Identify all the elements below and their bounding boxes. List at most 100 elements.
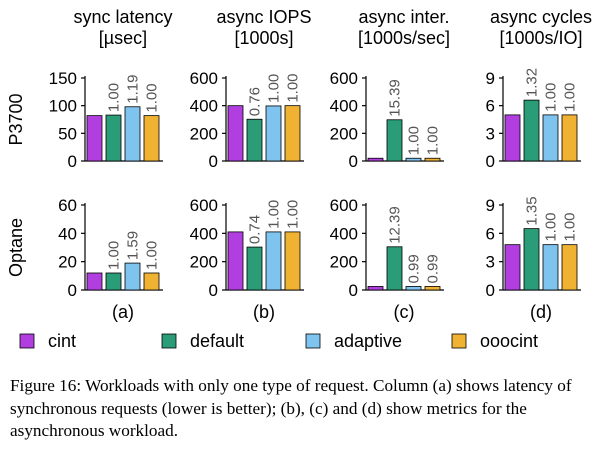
panel-p3700-2-bar-ooocint <box>284 105 301 162</box>
panel-p3700-1-bar-default <box>105 114 122 162</box>
panel-optane-4-bar-cint <box>504 244 521 291</box>
panel-p3700-4-bar-ooocint <box>561 114 578 162</box>
column-title-1-line-2: [µsec] <box>99 28 147 48</box>
panel-p3700-1-ytick-label-3: 150 <box>49 69 77 88</box>
legend-label-cint: cint <box>48 331 76 351</box>
panel-optane-3-bar-adaptive <box>405 286 422 291</box>
panel-p3700-3-bar-cint <box>367 157 384 162</box>
panel-p3700-1-bar-ooocint <box>143 115 160 162</box>
row-label-optane: Optane <box>6 218 26 277</box>
chart: sync latency[µsec] (a) async IOPS[1000s] (b… <box>6 7 592 351</box>
panel-optane-4-ytick-label-2: 6 <box>486 224 495 243</box>
panel-p3700-4-bar-default <box>523 99 540 162</box>
column-label-3: (c) <box>394 302 415 322</box>
column-title-3-line-2: [1000s/sec] <box>358 28 450 48</box>
panel-optane-4-data-label-default: 1.35 <box>524 196 541 225</box>
panel-optane-1-bar-adaptive <box>124 262 141 291</box>
panel-optane-1-ytick-label-1: 20 <box>58 253 77 272</box>
panel-p3700-3-ytick-label-1: 200 <box>330 124 358 143</box>
panel-p3700-1-data-label-adaptive: 1.19 <box>125 75 142 104</box>
panel-p3700-3-data-label-default: 15.39 <box>387 79 404 117</box>
column-title-3-line-1: async inter. <box>358 7 449 27</box>
panel-p3700-1-data-label-default: 1.00 <box>106 83 123 112</box>
panel-p3700-4-ytick-label-1: 3 <box>486 124 495 143</box>
panel-p3700-3-ytick-label-3: 600 <box>330 69 358 88</box>
legend-label-default: default <box>190 331 244 351</box>
legend-label-adaptive: adaptive <box>334 331 402 351</box>
panel-optane-2-bar-default <box>246 246 263 291</box>
panel-p3700-2-ytick-label-3: 600 <box>190 69 218 88</box>
panel-p3700-1-ytick-label-1: 50 <box>58 124 77 143</box>
panel-optane-3-data-label-default: 12.39 <box>387 206 404 244</box>
panel-p3700-3-bar-default <box>386 119 403 162</box>
panel-optane-3-bar-default <box>386 246 403 291</box>
panel-p3700-1-ytick-label-2: 100 <box>49 97 77 116</box>
panel-p3700-4-data-label-adaptive: 1.00 <box>543 83 560 112</box>
panel-p3700-1-bar-cint <box>86 115 103 162</box>
panel-optane-1-ytick-label-2: 40 <box>58 224 77 243</box>
legend-swatch-default <box>161 333 177 349</box>
panel-optane-1-data-label-adaptive: 1.59 <box>125 231 142 260</box>
panel-p3700-3-bar-adaptive <box>405 157 422 162</box>
panel-optane-3-ytick-label-2: 400 <box>330 224 358 243</box>
panel-optane-1-data-label-default: 1.00 <box>106 241 123 270</box>
panel-optane-2-data-label-ooocint: 1.00 <box>285 200 302 229</box>
panel-optane-4-ytick-label-3: 9 <box>486 196 495 215</box>
panel-optane-4-bar-adaptive <box>542 244 559 291</box>
panel-optane-2-bar-adaptive <box>265 231 282 291</box>
panel-optane-3-bar-ooocint <box>424 286 441 291</box>
panel-optane-1-bar-cint <box>86 272 103 291</box>
panel-p3700-3-data-label-ooocint: 1.00 <box>425 126 442 155</box>
panel-optane-2-data-label-default: 0.74 <box>247 215 264 244</box>
panel-p3700-4-data-label-ooocint: 1.00 <box>562 83 579 112</box>
panel-optane-2-bar-cint <box>227 231 244 291</box>
panel-optane-1-ytick-label-0: 0 <box>68 281 77 300</box>
panel-p3700-3-bar-ooocint <box>424 157 441 162</box>
panel-optane-4-data-label-ooocint: 1.00 <box>562 212 579 241</box>
panel-p3700-1-data-label-ooocint: 1.00 <box>144 83 161 112</box>
column-title-4-line-2: [1000s/IO] <box>499 28 582 48</box>
panel-optane-4-bar-default <box>523 228 540 291</box>
panel-p3700-1-ytick-label-0: 0 <box>68 152 77 171</box>
panel-optane-4-ytick-label-0: 0 <box>486 281 495 300</box>
legend-swatch-ooocint <box>451 333 467 349</box>
panel-optane-2-bar-ooocint <box>284 231 301 291</box>
panel-p3700-2-ytick-label-0: 0 <box>209 152 218 171</box>
panel-p3700-3-ytick-label-2: 400 <box>330 97 358 116</box>
panel-p3700-2-ytick-label-1: 200 <box>190 124 218 143</box>
panel-p3700-4-bar-adaptive <box>542 114 559 162</box>
panel-p3700-4-ytick-label-2: 6 <box>486 97 495 116</box>
panel-p3700-2-bar-adaptive <box>265 105 282 162</box>
panel-p3700-1-bar-adaptive <box>124 106 141 162</box>
panel-optane-1-data-label-ooocint: 1.00 <box>144 241 161 270</box>
panel-p3700-4-data-label-default: 1.32 <box>524 68 541 97</box>
column-label-1: (a) <box>112 302 134 322</box>
panel-optane-3-data-label-adaptive: 0.99 <box>406 254 423 283</box>
panel-optane-1-ytick-label-3: 60 <box>58 196 77 215</box>
panel-p3700-2-data-label-adaptive: 1.00 <box>266 74 283 103</box>
panel-optane-2-ytick-label-2: 400 <box>190 224 218 243</box>
panel-p3700-4-ytick-label-0: 0 <box>486 152 495 171</box>
panel-optane-3-ytick-label-3: 600 <box>330 196 358 215</box>
panel-optane-3-bar-cint <box>367 286 384 291</box>
panel-optane-4-bar-ooocint <box>561 244 578 291</box>
panel-optane-3-ytick-label-0: 0 <box>349 281 358 300</box>
panel-p3700-3-data-label-adaptive: 1.00 <box>406 126 423 155</box>
panel-optane-2-ytick-label-1: 200 <box>190 253 218 272</box>
panel-optane-4-ytick-label-1: 3 <box>486 253 495 272</box>
column-title-2-line-1: async IOPS <box>216 7 311 27</box>
panel-optane-1-bar-ooocint <box>143 272 160 291</box>
panel-optane-3-ytick-label-1: 200 <box>330 253 358 272</box>
column-title-2-line-2: [1000s] <box>234 28 293 48</box>
panel-optane-2-data-label-adaptive: 1.00 <box>266 200 283 229</box>
legend-swatch-adaptive <box>305 333 321 349</box>
panel-p3700-2-bar-cint <box>227 105 244 162</box>
row-label-p3700: P3700 <box>6 93 26 145</box>
column-label-2: (b) <box>253 302 275 322</box>
column-title-4-line-1: async cycles <box>490 7 592 27</box>
panel-optane-1-bar-default <box>105 272 122 291</box>
legend-label-ooocint: ooocint <box>480 331 538 351</box>
panel-optane-2-ytick-label-3: 600 <box>190 196 218 215</box>
panel-p3700-2-data-label-default: 0.76 <box>247 87 264 116</box>
figure-caption: Figure 16: Workloads with only one type … <box>10 376 572 440</box>
